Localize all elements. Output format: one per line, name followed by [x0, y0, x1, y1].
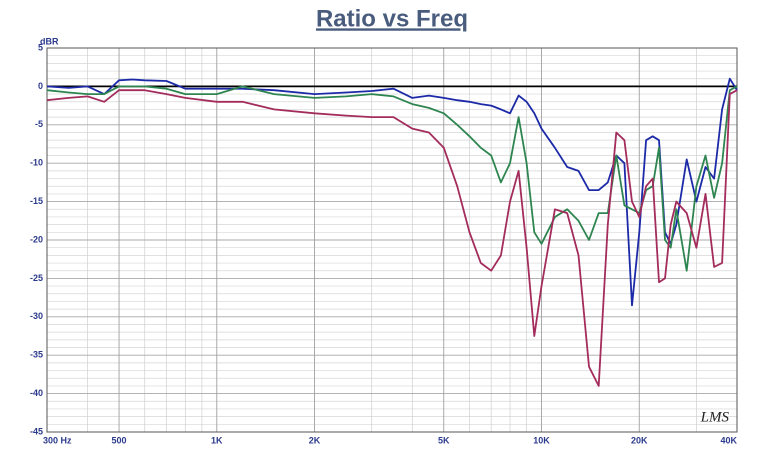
y-tick-label: -20 — [30, 234, 43, 244]
y-tick-label: -25 — [30, 273, 43, 283]
watermark: LMS — [700, 409, 730, 425]
y-tick-label: -35 — [30, 350, 43, 360]
chart-title: Ratio vs Freq — [316, 5, 468, 32]
x-tick-label: 1K — [211, 435, 223, 445]
x-tick-label: 5K — [438, 435, 450, 445]
x-tick-label: 20K — [631, 435, 648, 445]
y-tick-label: -15 — [30, 196, 43, 206]
x-tick-label: 300 Hz — [43, 435, 72, 445]
series-line — [46, 89, 738, 387]
x-tick-label: 10K — [533, 435, 550, 445]
y-tick-label: -30 — [30, 311, 43, 321]
x-tick-label: 2K — [309, 435, 321, 445]
y-tick-label: -10 — [30, 158, 43, 168]
x-tick-label: 500 — [112, 435, 127, 445]
y-tick-label: 0 — [38, 81, 43, 91]
plot-frame — [46, 47, 738, 433]
grid — [46, 47, 738, 433]
y-tick-label: 5 — [38, 42, 43, 52]
y-tick-label: -45 — [30, 426, 43, 436]
y-tick-label: -5 — [35, 119, 43, 129]
y-axis-label: dBR — [40, 36, 59, 46]
plot — [46, 77, 738, 387]
y-tick-label: -40 — [30, 388, 43, 398]
x-tick-label: 40K — [720, 435, 737, 445]
series-line — [46, 77, 738, 307]
